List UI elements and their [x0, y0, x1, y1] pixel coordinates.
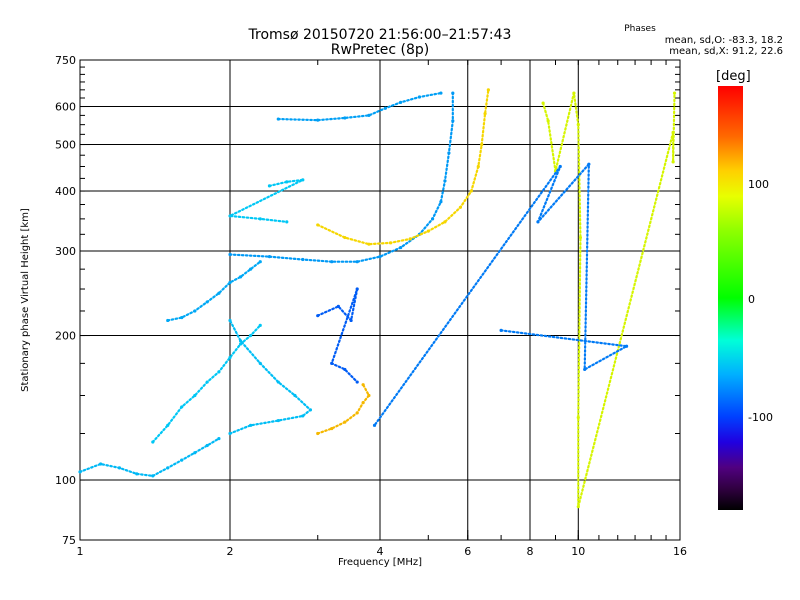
y-tick-label: 300 — [55, 245, 76, 258]
trace-line — [375, 164, 627, 425]
y-tick-label: 100 — [55, 474, 76, 487]
colorbar-title: [deg] — [716, 69, 751, 84]
y-tick-label: 600 — [55, 101, 76, 114]
trace-line — [543, 93, 674, 507]
trace-line — [230, 320, 310, 433]
y-tick-label: 750 — [55, 54, 76, 67]
trace-line — [80, 439, 219, 476]
colorbar-tick-0: 0 — [748, 293, 755, 306]
y-tick-label: 400 — [55, 185, 76, 198]
scatter-plot: 1 2 4 6 8 10 1675100200300400500600750 — [0, 0, 800, 600]
phase-colorbar — [718, 86, 743, 510]
colorbar-tick-minus-100: -100 — [748, 411, 773, 424]
y-axis-label: Stationary phase Virtual Height [km] — [20, 208, 31, 392]
trace-line — [318, 90, 489, 244]
ionogram-figure: { "header": { "title": "Tromsø 20150720 … — [0, 0, 800, 600]
y-tick-label: 500 — [55, 139, 76, 152]
trace-line — [230, 180, 303, 222]
trace-line — [318, 385, 369, 434]
x-axis-label: Frequency [MHz] — [0, 557, 760, 568]
trace-line — [168, 262, 261, 321]
trace-line — [153, 325, 260, 442]
y-tick-label: 200 — [55, 330, 76, 343]
y-tick-label: 75 — [62, 534, 76, 547]
colorbar-tick-100: 100 — [748, 178, 769, 191]
